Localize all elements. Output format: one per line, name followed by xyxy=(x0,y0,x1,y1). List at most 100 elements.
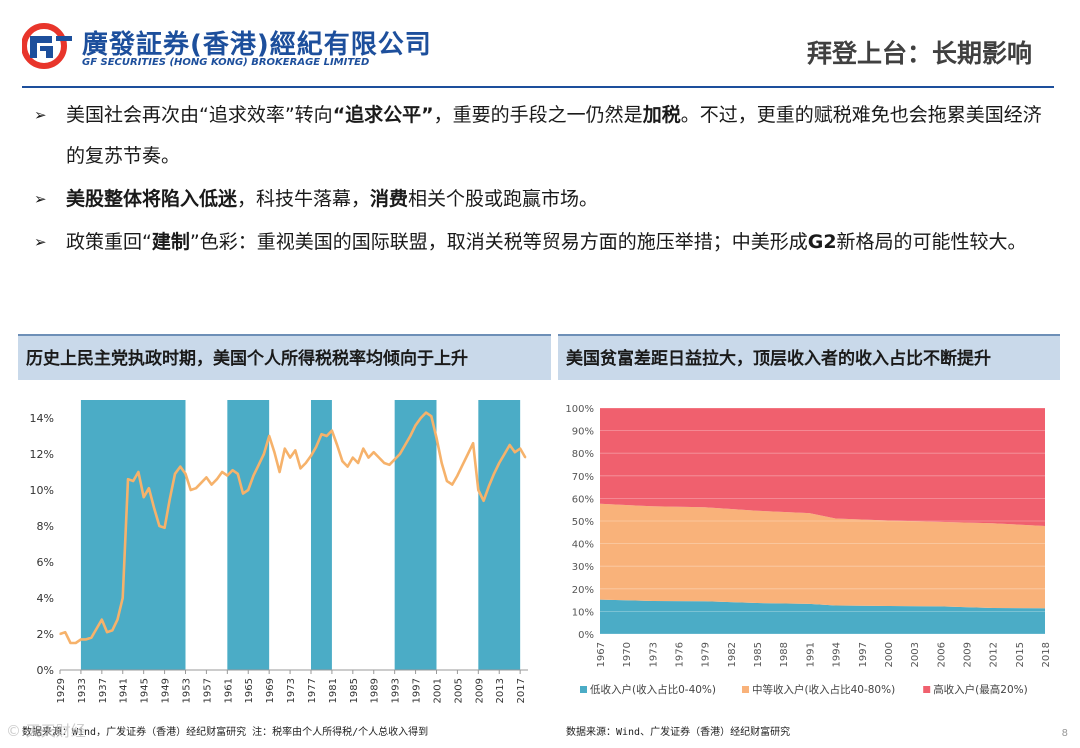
tax-rate-point xyxy=(189,489,192,491)
bullet-text: 相关个股或跑赢市场。 xyxy=(408,188,599,210)
tax-rate-point xyxy=(341,460,344,462)
tax-rate-point xyxy=(153,507,155,509)
legend-swatch xyxy=(742,686,749,693)
bullet-text: 新格局的可能性较大。 xyxy=(836,231,1027,253)
y-tick-label: 40% xyxy=(572,540,594,551)
x-tick-label: 1982 xyxy=(727,642,738,667)
x-tick-label: 2015 xyxy=(1015,642,1026,667)
y-tick-label: 30% xyxy=(572,562,594,573)
y-tick-label: 100% xyxy=(565,404,594,415)
bullet-arrow-icon: ➢ xyxy=(34,190,47,208)
area-high-income xyxy=(600,408,1045,526)
x-tick-label: 1989 xyxy=(370,678,381,703)
bullet-text: ，重要的手段之一仍然是 xyxy=(433,104,643,126)
tax-rate-point xyxy=(440,462,443,464)
x-tick-label: 2009 xyxy=(962,642,973,667)
bullet-text: 。不过，更重的赋税难免也会拖累美国经济的复苏节奏。 xyxy=(66,104,1042,167)
tax-rate-point xyxy=(425,411,427,414)
page-number: 8 xyxy=(1061,728,1068,739)
tax-rate-point xyxy=(273,451,276,453)
bullet-text: G2 xyxy=(807,231,837,253)
tax-rate-point xyxy=(336,444,338,446)
x-tick-label: 1929 xyxy=(56,678,67,703)
x-tick-label: 2012 xyxy=(989,642,1000,667)
brand-name-cn: 廣發証券(香港)經紀有限公司 xyxy=(82,30,432,60)
tax-rate-point xyxy=(493,473,495,475)
legend-swatch xyxy=(923,686,931,693)
y-tick-label: 90% xyxy=(572,427,594,438)
bullet-text: 美股整体将陷入低迷 xyxy=(66,188,238,210)
tax-rate-point xyxy=(430,415,433,417)
tax-rate-point xyxy=(174,473,176,475)
tax-rate-point xyxy=(446,480,448,482)
tax-rate-point xyxy=(257,464,260,466)
tax-rate-point xyxy=(472,442,474,444)
tax-rate-point xyxy=(310,455,312,457)
tax-rate-point xyxy=(299,467,302,470)
y-tick-label: 80% xyxy=(572,449,594,460)
tax-rate-point xyxy=(184,473,187,475)
tax-rate-point xyxy=(210,483,213,486)
tax-rate-point xyxy=(325,435,328,437)
x-tick-label: 2006 xyxy=(936,642,947,667)
tax-rate-point xyxy=(372,451,375,453)
y-tick-label: 8% xyxy=(37,520,54,533)
y-tick-label: 50% xyxy=(572,517,594,528)
x-tick-label: 2000 xyxy=(884,642,895,667)
tax-rate-point xyxy=(378,456,380,459)
tax-rate-point xyxy=(127,478,129,480)
y-tick-label: 0% xyxy=(578,630,594,641)
tax-rate-point xyxy=(90,636,93,639)
x-tick-label: 1985 xyxy=(349,678,360,703)
left-chart-source: 数据来源：Wind，广发证券（香港）经纪财富研究 注：税率由个人所得税/个人总收… xyxy=(22,727,429,738)
bullet-text: 政策重回“ xyxy=(66,231,152,253)
tax-rate-point xyxy=(163,527,166,529)
y-tick-label: 10% xyxy=(30,484,54,497)
tax-rate-point xyxy=(148,487,150,489)
tax-rate-point xyxy=(362,447,365,450)
x-tick-label: 1949 xyxy=(161,678,172,703)
tax-rate-point xyxy=(503,453,506,455)
area-middle-income xyxy=(600,503,1045,609)
bullet-item: ➢ 美国社会再次由“追求效率”转向“追求公平”，重要的手段之一仍然是加税。不过，更… xyxy=(32,95,1052,177)
page-title: 拜登上台：长期影响 xyxy=(806,39,1032,68)
right-chart-heading: 美国贫富差距日益拉大，顶层收入者的收入占比不断提升 xyxy=(558,334,1060,380)
x-tick-label: 1953 xyxy=(181,678,192,703)
x-tick-label: 2018 xyxy=(1041,642,1052,667)
tax-rate-point xyxy=(200,482,202,484)
bullet-text: 消费 xyxy=(370,188,409,210)
tax-rate-point xyxy=(221,471,223,473)
tax-rate-point xyxy=(231,469,234,471)
tax-rate-point xyxy=(420,417,422,419)
tax-rate-point xyxy=(409,435,412,437)
x-tick-label: 1933 xyxy=(77,678,88,703)
tax-rate-point xyxy=(59,633,61,635)
tax-rate-point xyxy=(205,476,208,479)
tax-rate-point xyxy=(477,489,480,491)
y-tick-label: 70% xyxy=(572,472,594,483)
tax-rate-point xyxy=(367,456,370,459)
income-share-area-chart: 0% 10% 20% 30% 40% 50% 60% 70% 80% 90% 100% 1967 197… xyxy=(565,404,1052,696)
tax-rate-point xyxy=(179,465,182,468)
tax-rate-point xyxy=(137,471,140,473)
tax-rate-point xyxy=(85,638,87,641)
tax-rate-point xyxy=(236,473,239,475)
tax-rate-point xyxy=(169,498,171,500)
tax-rate-point xyxy=(435,437,438,439)
y-tick-label: 10% xyxy=(572,607,594,618)
tax-rate-point xyxy=(399,453,401,455)
tax-rate-point xyxy=(69,642,72,644)
tax-rate-point xyxy=(121,597,124,599)
tax-rate-point xyxy=(357,462,359,464)
gf-logo-icon xyxy=(22,23,72,69)
tax-rate-line-chart: 0% 2% 4% 6% 8% 10% 12% 14% 1929 1933 1937 1941 1945 1… xyxy=(30,400,528,703)
tax-rate-point xyxy=(278,471,281,473)
tax-rate-point xyxy=(284,447,286,450)
legend-label: 高收入户(最高20%) xyxy=(933,683,1028,696)
tax-rate-point xyxy=(132,480,135,482)
tax-rate-point xyxy=(524,456,527,459)
brand-name-en: GF SECURITIES (HONG KONG) BROKERAGE LIMI… xyxy=(82,57,370,68)
tax-rate-point xyxy=(456,474,459,477)
bullet-text: 加税 xyxy=(642,104,681,126)
x-tick-label: 2001 xyxy=(432,678,443,703)
